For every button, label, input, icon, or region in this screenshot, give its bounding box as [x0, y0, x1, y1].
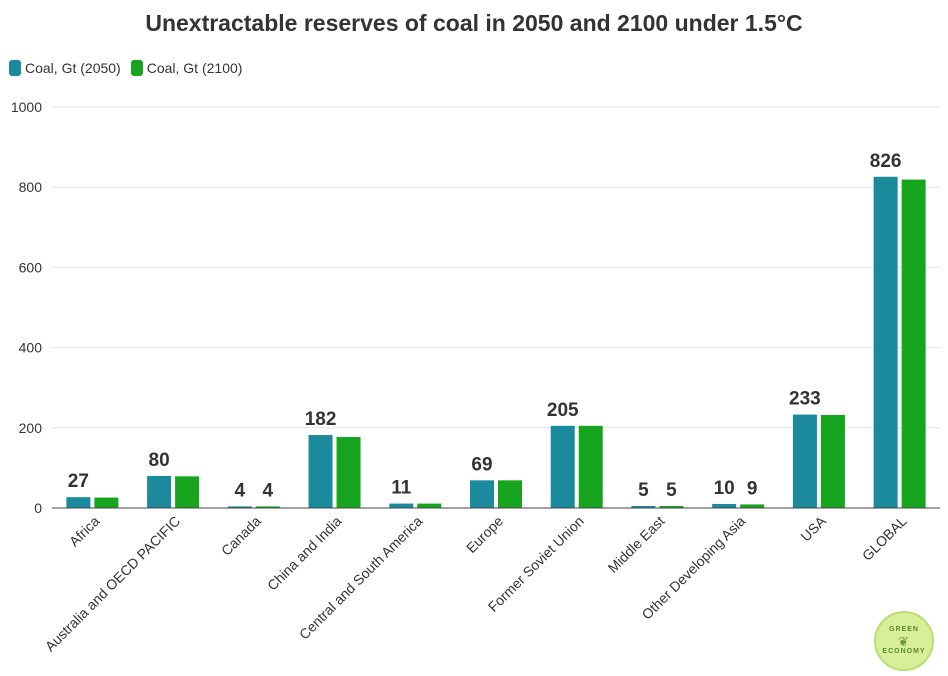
x-tick-label: Canada [218, 513, 264, 559]
y-tick-label: 0 [34, 500, 42, 516]
chart-title: Unextractable reserves of coal in 2050 a… [145, 10, 803, 36]
x-tick-label: Europe [463, 513, 506, 556]
bar-2100 [175, 476, 200, 508]
legend-item-2050[interactable]: Coal, Gt (2050) [9, 60, 121, 76]
leaf-icon: ❦ [898, 633, 910, 649]
bar-2050 [631, 505, 656, 508]
x-tick-label: USA [797, 512, 829, 544]
bar-2100 [578, 425, 603, 508]
x-tick-label: Africa [66, 513, 103, 550]
bar-2100 [336, 437, 361, 508]
bar-2100 [498, 480, 522, 508]
bar-2100 [820, 414, 845, 508]
bar-2050 [66, 497, 91, 508]
x-tick-label: Middle East [605, 513, 668, 576]
green-economy-logo: GREEN ❦ ECONOMY [874, 611, 934, 671]
logo-text-top: GREEN [889, 626, 919, 634]
data-label: 4 [263, 480, 274, 501]
bar-2100 [740, 504, 765, 508]
data-label: 11 [391, 478, 412, 499]
bar-2050 [550, 425, 575, 508]
bar-2050 [873, 176, 898, 509]
data-label: 5 [666, 480, 677, 501]
bar-2050 [147, 475, 172, 508]
x-tick-label: Australia and OECD PACIFIC [42, 513, 184, 655]
data-label: 4 [235, 480, 246, 501]
bar-2100 [94, 497, 119, 508]
data-label: 826 [870, 151, 902, 172]
bar-2050 [308, 435, 333, 508]
legend-label-2100: Coal, Gt (2100) [146, 60, 243, 76]
data-label: 9 [747, 478, 758, 499]
bar-2100 [417, 503, 442, 508]
y-tick-label: 800 [19, 179, 43, 195]
data-label: 5 [638, 480, 649, 501]
chart-legend: Coal, Gt (2050) Coal, Gt (2100) [9, 60, 252, 76]
legend-item-2100[interactable]: Coal, Gt (2100) [130, 60, 243, 76]
y-tick-label: 1000 [11, 99, 42, 115]
x-tick-label: GLOBAL [859, 513, 910, 564]
y-tick-label: 400 [19, 340, 43, 356]
bar-2050 [792, 414, 817, 508]
bar-2100 [901, 179, 926, 508]
bar-2050 [389, 503, 414, 508]
bar-2100 [255, 506, 280, 508]
data-label: 27 [68, 471, 89, 492]
data-label: 233 [789, 389, 821, 410]
bar-2100 [659, 505, 684, 508]
legend-label-2050: Coal, Gt (2050) [25, 60, 121, 76]
data-label: 182 [305, 409, 337, 430]
legend-swatch-2100 [130, 60, 143, 76]
legend-swatch-2050 [9, 60, 21, 76]
data-label: 80 [149, 450, 170, 471]
data-label: 10 [714, 478, 735, 499]
y-tick-label: 200 [19, 420, 43, 436]
data-label: 69 [471, 454, 492, 475]
bar-2050 [712, 503, 737, 508]
logo-text-bottom: ECONOMY [882, 647, 926, 655]
x-tick-label: China and India [264, 513, 345, 594]
bar-2050 [227, 506, 252, 508]
y-tick-label: 600 [19, 259, 43, 275]
bar-2050 [470, 480, 494, 508]
data-label: 205 [547, 400, 579, 421]
